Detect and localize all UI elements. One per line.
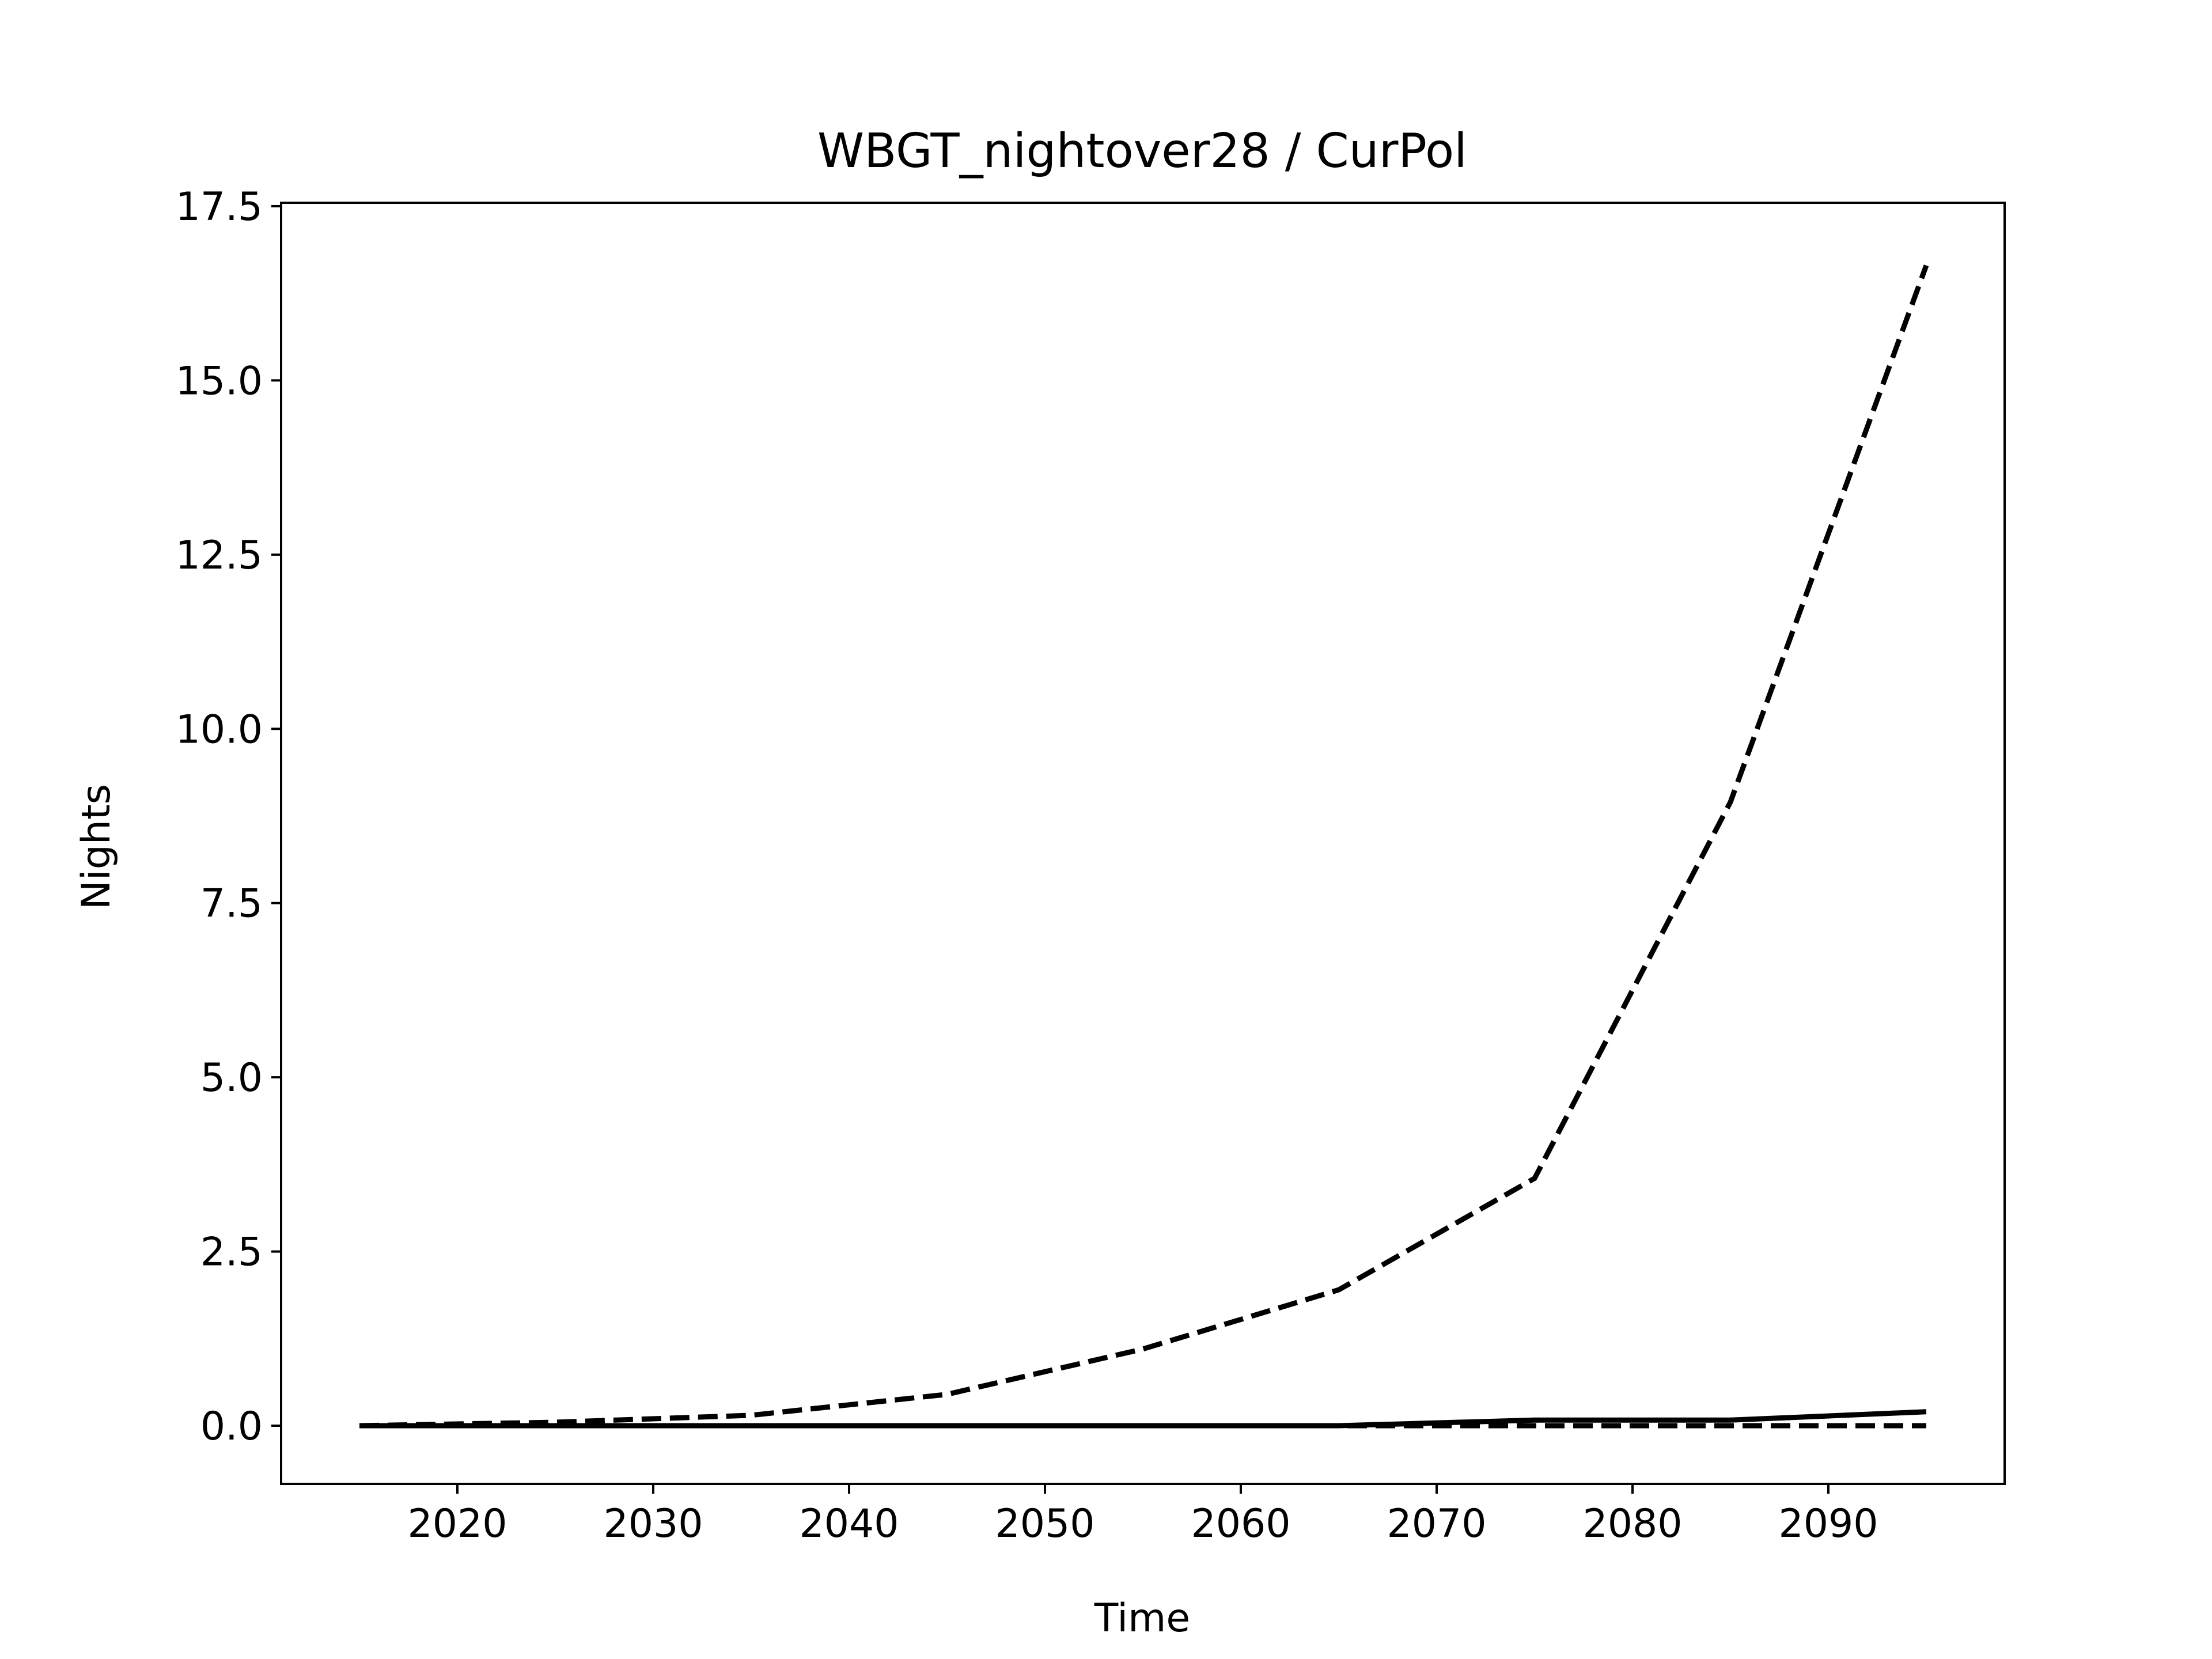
y-tick-label: 2.5 bbox=[200, 1230, 263, 1275]
series-layer bbox=[359, 264, 1929, 1429]
x-axis-ticks: 2020 2030 2040 2050 2060 2070 2080 2090 bbox=[407, 1484, 1878, 1547]
x-tick-label: 2020 bbox=[407, 1501, 507, 1547]
y-tick-label: 12.5 bbox=[176, 533, 263, 578]
y-axis-label: Nights bbox=[74, 784, 119, 910]
series-line-1 bbox=[359, 264, 1929, 1429]
x-tick-label: 2060 bbox=[1191, 1501, 1290, 1547]
y-tick-label: 15.0 bbox=[176, 358, 263, 404]
x-tick-label: 2070 bbox=[1387, 1501, 1486, 1547]
chart-title: WBGT_nightover28 / CurPol bbox=[817, 124, 1467, 179]
x-tick-label: 2090 bbox=[1778, 1501, 1878, 1547]
y-tick-label: 5.0 bbox=[200, 1055, 263, 1101]
y-tick-label: 7.5 bbox=[200, 881, 263, 927]
x-tick-label: 2030 bbox=[603, 1501, 703, 1547]
plot-frame bbox=[280, 202, 2006, 1485]
x-tick-label: 2040 bbox=[799, 1501, 899, 1547]
y-tick-label: 10.0 bbox=[176, 707, 263, 752]
x-axis-label: Time bbox=[1094, 1596, 1190, 1641]
x-tick-label: 2050 bbox=[995, 1501, 1094, 1547]
y-tick-label: 17.5 bbox=[176, 184, 263, 230]
x-tick-label: 2080 bbox=[1582, 1501, 1682, 1547]
y-axis-ticks: 0.0 2.5 5.0 7.5 10.0 12.5 15.0 17.5 bbox=[176, 184, 281, 1449]
y-tick-label: 0.0 bbox=[200, 1404, 263, 1449]
